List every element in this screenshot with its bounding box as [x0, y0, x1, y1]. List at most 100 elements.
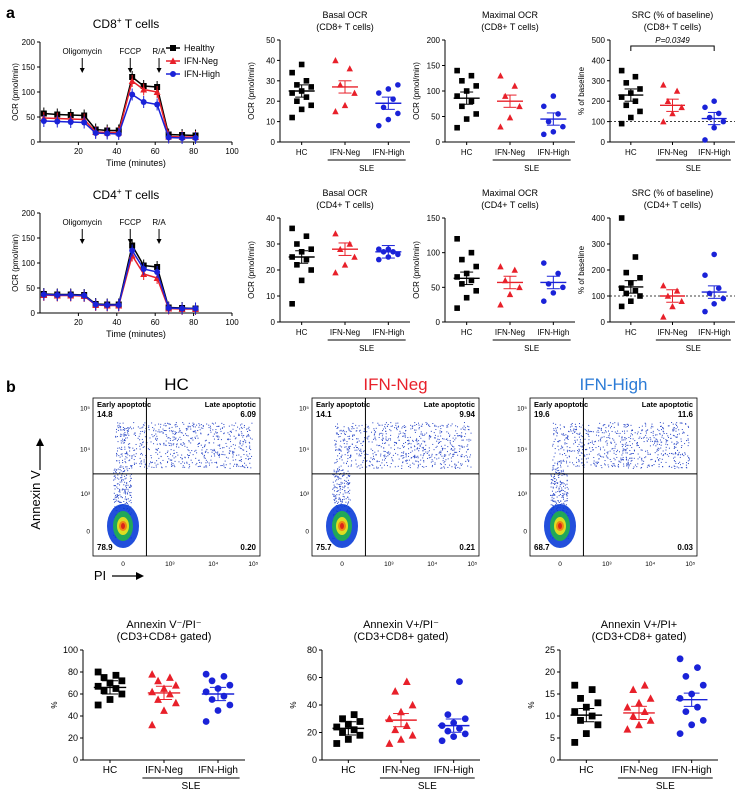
flow-event [389, 466, 391, 468]
flow-event [629, 444, 631, 446]
flow-event [579, 432, 581, 434]
flow-event [167, 455, 169, 457]
flow-event [194, 430, 196, 432]
flow-event [569, 447, 571, 449]
flow-event [568, 456, 570, 458]
y-axis-label: % [527, 701, 536, 708]
flow-event [663, 431, 665, 433]
flow-event [169, 439, 171, 441]
flow-event [681, 429, 683, 431]
flow-event [367, 425, 369, 427]
flow-event [642, 437, 644, 439]
flow-event [567, 436, 569, 438]
flow-event [641, 425, 643, 427]
flow-event [582, 449, 584, 451]
flow-event [124, 489, 126, 491]
flow-event [162, 432, 164, 434]
flow-event [118, 424, 120, 426]
flow-event [560, 462, 562, 464]
flow-event [688, 459, 690, 461]
flow-event [570, 430, 572, 432]
flow-event [146, 467, 148, 469]
flow-event [360, 448, 362, 450]
flow-event [684, 443, 686, 445]
flow-event [346, 448, 348, 450]
flow-y-tick-label: 0 [305, 529, 309, 536]
flow-event [662, 422, 664, 424]
flow-event [180, 443, 182, 445]
flow-event [670, 433, 672, 435]
flow-event [349, 448, 351, 450]
flow-event [637, 458, 639, 460]
data-point [637, 108, 643, 115]
flow-event [608, 436, 610, 438]
flow-event [181, 454, 183, 456]
data-point [456, 678, 463, 686]
flow-event [387, 440, 389, 442]
flow-event [117, 488, 119, 490]
y-tick-label: 0 [271, 318, 276, 327]
flow-event [121, 453, 123, 455]
flow-event [246, 430, 248, 432]
quadrant-label-late: Late apoptotic [205, 400, 256, 409]
flow-event [378, 424, 380, 426]
flow-event [149, 463, 151, 465]
flow-event [215, 431, 217, 433]
flow-event [553, 441, 555, 443]
flow-event [336, 432, 338, 434]
flow-event [334, 499, 336, 501]
flow-event [656, 434, 658, 436]
flow-event [461, 454, 463, 456]
flow-event [681, 454, 683, 456]
flow-event [446, 425, 448, 427]
flow-event [336, 500, 338, 502]
flow-event [247, 435, 249, 437]
flow-event [583, 455, 585, 457]
flow-event [342, 495, 344, 497]
flow-event [603, 424, 605, 426]
flow-event [388, 444, 390, 446]
flow-event [625, 442, 627, 444]
chart-subtitle: (CD8+ T cells) [316, 22, 373, 32]
flow-event [397, 425, 399, 427]
flow-event [170, 449, 172, 451]
flow-event [176, 432, 178, 434]
flow-event [120, 465, 122, 467]
flow-event [356, 449, 358, 451]
flow-event [204, 457, 206, 459]
flow-event [113, 472, 115, 474]
flow-event [366, 466, 368, 468]
quadrant-value-late: 9.94 [459, 410, 475, 419]
flow-event [347, 452, 349, 454]
data-point [40, 291, 47, 298]
flow-event [578, 449, 580, 451]
flow-event [580, 435, 582, 437]
flow-event [196, 435, 198, 437]
flow-event [410, 446, 412, 448]
flow-event [434, 463, 436, 465]
flow-event [574, 431, 576, 433]
data-point [637, 293, 643, 299]
flow-event [356, 438, 358, 440]
flow-event [230, 431, 232, 433]
flow-event [245, 440, 247, 442]
flow-event [127, 433, 129, 435]
data-point [640, 707, 649, 715]
x-tick-label: IFN-Neg [495, 148, 525, 157]
quadrant-label-early: Early apoptotic [97, 400, 151, 409]
data-point [702, 272, 708, 279]
flow-event [117, 474, 119, 476]
flow-event [224, 454, 226, 456]
sle-label: SLE [656, 781, 675, 792]
flow-event [658, 463, 660, 465]
flow-event [347, 451, 349, 453]
flow-event [413, 455, 415, 457]
flow-event [608, 425, 610, 427]
flow-event [586, 461, 588, 463]
flow-event [134, 455, 136, 457]
data-point [454, 236, 460, 242]
flow-event [164, 430, 166, 432]
flow-event [436, 458, 438, 460]
flow-event [332, 493, 334, 495]
flow-event [203, 455, 205, 457]
